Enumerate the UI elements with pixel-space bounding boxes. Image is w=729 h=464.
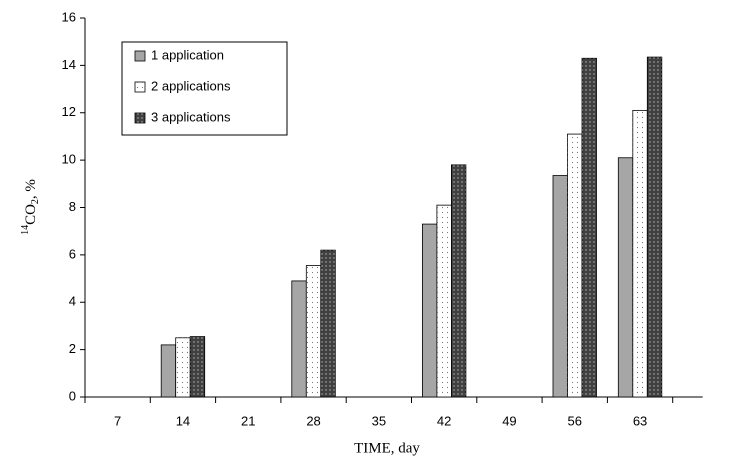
y-label-part: 2 [30, 199, 41, 204]
y-tick-label: 4 [69, 294, 76, 309]
bar-texture [647, 57, 662, 397]
y-tick-label: 12 [62, 104, 76, 119]
bar-texture [582, 58, 597, 398]
x-tick-label: 63 [633, 413, 647, 428]
bar-texture [632, 110, 648, 397]
y-axis-label: 14CO2, % [20, 179, 41, 235]
legend-swatch [134, 50, 146, 62]
y-tick-label: 8 [69, 199, 76, 214]
x-tick-label: 14 [176, 413, 190, 428]
bar-texture [320, 250, 336, 397]
bar [421, 223, 438, 398]
bar [160, 344, 177, 398]
legend-label: 2 applications [151, 78, 231, 93]
bar-texture [190, 336, 205, 397]
legend-label: 3 applications [151, 109, 231, 124]
y-label-part: , % [23, 179, 39, 199]
bar-texture [306, 265, 321, 397]
y-tick-label: 16 [62, 9, 76, 24]
bar-texture [567, 134, 582, 397]
bar [552, 175, 568, 398]
legend-swatch-texture [135, 113, 145, 123]
x-tick-label: 35 [372, 413, 386, 428]
bar-texture [175, 337, 191, 397]
x-tick-label: 49 [502, 413, 516, 428]
legend-box [121, 41, 288, 136]
legend-swatch-texture [135, 82, 145, 92]
legend-label: 1 application [151, 47, 224, 62]
y-tick-label: 10 [62, 152, 76, 167]
bar [291, 280, 307, 398]
bar-texture [451, 164, 466, 397]
x-tick-label: 28 [306, 413, 320, 428]
y-tick-label: 0 [69, 388, 76, 403]
y-tick-label: 2 [69, 341, 76, 356]
x-tick-label: 56 [568, 413, 582, 428]
x-tick-label: 21 [241, 413, 255, 428]
x-axis-label: TIME, day [354, 440, 420, 456]
y-tick-label: 6 [69, 246, 76, 261]
x-tick-label: 7 [114, 413, 121, 428]
x-tick-label: 42 [437, 413, 451, 428]
y-tick-label: 14 [62, 57, 76, 72]
bar [617, 157, 634, 398]
y-label-part: CO [23, 204, 39, 225]
y-label-part: 14 [20, 225, 31, 235]
bar-texture [436, 205, 452, 397]
